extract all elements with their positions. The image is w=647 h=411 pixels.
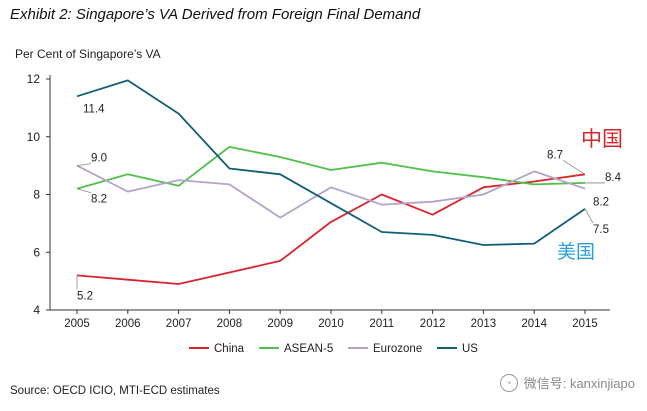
y-tick-label: 6 (33, 245, 40, 259)
data-label: 8.2 (593, 197, 609, 209)
series-line-asean-5 (76, 145, 586, 190)
y-tick-label: 4 (33, 303, 40, 317)
x-tick-label: 2009 (267, 318, 293, 330)
x-tick-label: 2015 (572, 318, 598, 330)
x-tick-label: 2006 (115, 318, 141, 330)
legend-label-asean-5: ASEAN-5 (284, 343, 333, 355)
data-label: 7.5 (593, 224, 609, 236)
x-tick-label: 2014 (521, 318, 547, 330)
series-lines (76, 79, 586, 285)
y-tick-label: 12 (27, 72, 41, 86)
x-tick-label: 2012 (420, 318, 446, 330)
y-tick-label: 10 (27, 130, 41, 144)
label-leader-line (76, 188, 92, 194)
x-tick-label: 2005 (64, 318, 90, 330)
y-axis-label: Per Cent of Singapore’s VA (15, 47, 161, 61)
x-tick-label: 2008 (217, 318, 243, 330)
data-label: 8.4 (605, 172, 622, 184)
x-tick-label: 2011 (369, 318, 394, 330)
chart-title: Exhibit 2: Singapore’s VA Derived from F… (10, 6, 421, 23)
y-tick-label: 8 (33, 188, 40, 202)
series-line-eurozone (76, 164, 586, 219)
legend: China ASEAN-5 Eurozone US (189, 343, 478, 355)
annotation-us: 美国 (557, 241, 595, 263)
axes: 4 6 8 10 12 2005 2006 2007 2008 2009 2010 2011 2012 2… (27, 72, 610, 330)
watermark: ◔ 微信号: kanxinjiapo (499, 373, 635, 392)
label-leader-line (76, 163, 92, 167)
label-leader-line (562, 159, 586, 175)
wechat-icon: ◔ (499, 373, 518, 392)
line-chart: Per Cent of Singapore’s VA 4 6 8 10 12 2005 20… (15, 47, 623, 355)
series-line-china (76, 173, 586, 285)
data-labels: 11.4 9.0 8.2 5.2 8.7 8.4 8.2 7.5 (76, 103, 622, 302)
legend-label-china: China (214, 343, 245, 355)
series-line-us (76, 79, 586, 246)
data-label: 8.7 (547, 149, 563, 161)
x-tick-label: 2010 (318, 318, 344, 330)
watermark-text: 微信号: kanxinjiapo (523, 376, 635, 391)
data-label: 9.0 (91, 153, 107, 165)
data-label: 5.2 (77, 290, 93, 302)
label-leader-line (584, 208, 594, 224)
data-label: 8.2 (91, 194, 107, 206)
legend-label-eurozone: Eurozone (373, 343, 422, 355)
x-tick-label: 2007 (166, 318, 192, 330)
source-note: Source: OECD ICIO, MTI-ECD estimates (10, 385, 220, 397)
legend-label-us: US (462, 343, 478, 355)
data-label: 11.4 (83, 103, 105, 115)
x-tick-label: 2013 (471, 318, 497, 330)
annotation-china: 中国 (581, 128, 623, 151)
